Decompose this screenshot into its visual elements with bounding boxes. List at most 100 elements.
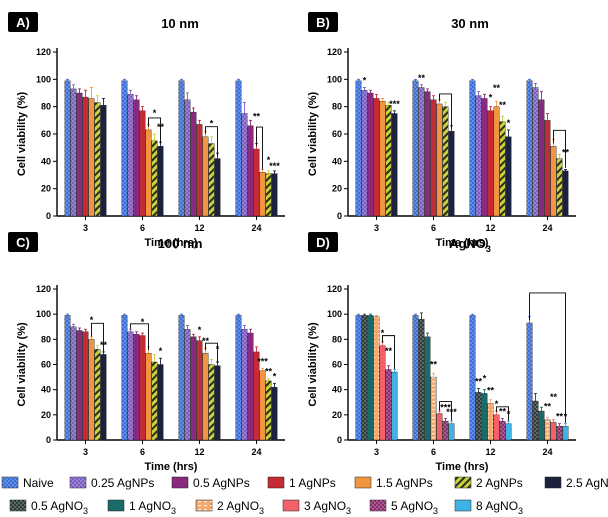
bar-pattern	[532, 400, 539, 440]
significance-bracket	[256, 126, 263, 170]
bar-pattern	[94, 349, 101, 440]
bar-pattern	[442, 106, 449, 216]
bar-pattern	[544, 419, 551, 440]
significance-star: *	[153, 108, 157, 118]
bar	[448, 423, 455, 441]
bar-pattern	[499, 121, 506, 216]
panel-label: A)	[16, 15, 30, 30]
bar-pattern	[412, 315, 419, 440]
bar	[259, 370, 266, 441]
bar	[100, 105, 107, 217]
y-tick-label: 120	[327, 47, 342, 57]
y-tick-label: 20	[332, 410, 342, 420]
bar	[247, 125, 254, 217]
bar-pattern	[70, 88, 77, 216]
bar	[82, 331, 89, 441]
legend-item: 2 AgNO3	[195, 499, 264, 516]
legend-item: 5 AgNO3	[369, 499, 438, 516]
bar	[562, 170, 569, 217]
bar	[139, 110, 146, 217]
y-tick-label: 120	[327, 284, 342, 294]
bar-pattern	[241, 113, 248, 216]
bar	[481, 98, 488, 217]
bar-pattern	[184, 99, 191, 216]
y-tick-label: 80	[332, 102, 342, 112]
significance-star: *	[159, 346, 163, 356]
bar-pattern	[127, 331, 134, 440]
y-tick-label: 40	[41, 385, 51, 395]
significance-star: *	[381, 328, 385, 338]
x-axis-label: Time (hrs)	[145, 237, 198, 249]
bar-pattern	[355, 80, 362, 216]
legend-swatch	[282, 499, 300, 512]
bar	[196, 124, 203, 217]
bar-pattern	[151, 361, 158, 440]
x-tick-label: 24	[251, 447, 261, 457]
bar	[505, 136, 512, 217]
y-tick-label: 20	[332, 184, 342, 194]
y-tick-label: 0	[337, 435, 342, 445]
chart-panel-2: B) 30 nm 0 20 40 60 80 100 120 Cell viability (%)…	[307, 12, 576, 249]
legend-label: 2 AgNPs	[476, 476, 523, 490]
panel-label: D)	[316, 235, 330, 250]
x-tick-label: 12	[485, 447, 495, 457]
bar	[424, 91, 431, 217]
chart-title: 100 nm	[158, 236, 203, 251]
chart-panel-4: D) AgNO3 0 20 40 60 80 100 120 Cell viability (%)…	[307, 232, 576, 473]
legend-swatch-pattern	[455, 477, 471, 488]
bar	[493, 414, 500, 441]
y-tick-label: 60	[41, 360, 51, 370]
legend-label: 1 AgNPs	[289, 476, 336, 490]
significance-star: ***	[446, 407, 457, 417]
bar-pattern	[475, 95, 482, 216]
y-tick-label: 20	[41, 410, 51, 420]
significance-star: **	[157, 122, 165, 132]
significance-bracket	[130, 323, 149, 351]
chart-title: 10 nm	[161, 16, 199, 31]
legend-label: 5 AgNO3	[391, 499, 438, 516]
legend-swatch-pattern	[10, 500, 26, 511]
y-tick-label: 120	[36, 284, 51, 294]
significance-star: *	[363, 76, 367, 86]
bar-pattern	[487, 403, 494, 440]
significance-star: ***	[389, 99, 400, 109]
bar	[436, 413, 443, 441]
significance-star: **	[562, 148, 570, 158]
significance-star: ***	[257, 356, 268, 366]
significance-bracket	[439, 401, 452, 421]
bar	[379, 100, 386, 217]
significance-star: **	[100, 340, 108, 350]
significance-star: *	[90, 315, 94, 325]
bar	[373, 98, 380, 217]
legend-label: 3 AgNO3	[304, 499, 351, 516]
bar	[202, 352, 209, 441]
significance-star: *	[216, 344, 220, 354]
legend-swatch	[171, 476, 189, 489]
y-tick-label: 80	[41, 334, 51, 344]
legend-item: Naive	[1, 476, 54, 490]
significance-bracket	[382, 335, 395, 370]
legend-item: 8 AgNO3	[454, 499, 523, 516]
significance-star: *	[564, 412, 568, 422]
bar	[247, 332, 254, 441]
bar-pattern	[70, 326, 77, 440]
bar	[391, 371, 398, 441]
significance-star: ***	[269, 161, 280, 171]
bar-pattern	[526, 80, 533, 216]
x-axis-label: Time (hrs)	[436, 461, 489, 473]
bar-pattern	[556, 426, 563, 440]
significance-star: **	[385, 346, 393, 356]
bar	[145, 129, 152, 217]
significance-star: **	[544, 401, 552, 411]
y-tick-label: 0	[337, 211, 342, 221]
bar-pattern	[208, 364, 215, 440]
significance-star: *	[507, 409, 511, 419]
legend-label: 8 AgNO3	[476, 499, 523, 516]
significance-bracket	[91, 322, 104, 352]
bar-pattern	[385, 105, 392, 216]
legend-item: 1 AgNPs	[267, 476, 336, 490]
bar-pattern	[355, 315, 362, 440]
significance-bracket	[205, 126, 218, 156]
significance-bracket	[529, 292, 566, 424]
y-tick-label: 0	[46, 435, 51, 445]
